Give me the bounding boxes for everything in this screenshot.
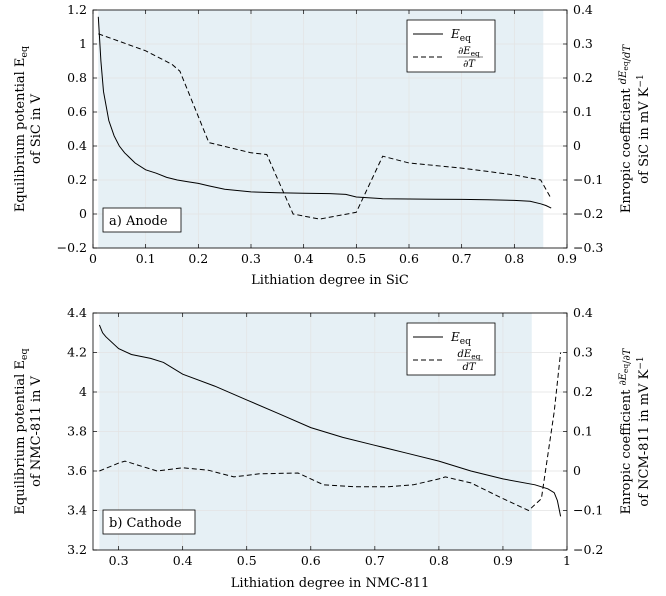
x-axis-label: Lithiation degree in NMC-811 bbox=[231, 576, 430, 591]
y-axis-label-line1: Equilibrium potential Eeq bbox=[13, 46, 30, 212]
x-tick-label: 0.5 bbox=[237, 553, 257, 568]
annotation-box bbox=[102, 509, 196, 535]
y2-tick-label: −0.1 bbox=[573, 503, 603, 518]
y-tick-label: 3.8 bbox=[67, 424, 87, 439]
y2-tick-label: −0.3 bbox=[573, 240, 603, 255]
x-tick-label: 0.6 bbox=[399, 251, 419, 266]
x-tick-label: 0.4 bbox=[173, 553, 193, 568]
x-tick-label: 0.8 bbox=[504, 251, 524, 266]
legend-label: Eeq bbox=[450, 330, 471, 347]
series-line-entropic-coefficient bbox=[99, 352, 562, 512]
x-tick-label: 0.9 bbox=[557, 251, 577, 266]
y-axis-label-line1: Equilibrium potential Eeq bbox=[13, 348, 30, 514]
annotation-box bbox=[102, 207, 182, 233]
series-line-entropic-coefficient bbox=[98, 33, 552, 220]
y-tick-label: 0.2 bbox=[67, 172, 87, 187]
y-tick-label: 4 bbox=[79, 384, 87, 399]
y2-tick-label: 0.3 bbox=[573, 36, 593, 51]
x-tick-label: 0.7 bbox=[452, 251, 472, 266]
y-tick-label: −0.2 bbox=[57, 240, 87, 255]
y2-axis-label-line1: Enropic coefficient ∂Eeq/∂T bbox=[618, 347, 634, 514]
legend-label-numerator: ∂Eeq bbox=[458, 46, 480, 58]
legend-box bbox=[406, 19, 496, 73]
y2-tick-label: 0 bbox=[573, 138, 581, 153]
x-tick-label: 0.5 bbox=[346, 251, 366, 266]
y-tick-label: 4.2 bbox=[67, 345, 87, 360]
y-tick-label: 1.2 bbox=[67, 2, 87, 17]
x-tick-label: 0.4 bbox=[294, 251, 314, 266]
y2-tick-label: −0.2 bbox=[573, 206, 603, 221]
y2-tick-label: 0.1 bbox=[573, 424, 593, 439]
y-tick-label: 3.6 bbox=[67, 463, 87, 478]
chart-panel-cathode: 0.3 0.4 0.5 0.6 0.7 0.8 0.9 1 3.2 3.4 3.6 3.8 4 4.2 4.… bbox=[13, 305, 652, 591]
legend-label-denominator: ∂T bbox=[463, 59, 476, 70]
y2-tick-label: 0 bbox=[573, 463, 581, 478]
x-axis-label: Lithiation degree in SiC bbox=[251, 273, 409, 288]
x-tick-label: 0.8 bbox=[429, 553, 449, 568]
x-tick-label: 0.1 bbox=[136, 251, 156, 266]
plot-frame bbox=[92, 9, 568, 249]
y2-tick-label: −0.1 bbox=[573, 172, 603, 187]
y-tick-label: 0 bbox=[79, 206, 87, 221]
legend-label: Eeq bbox=[450, 27, 471, 44]
panel-annotation: b) Cathode bbox=[102, 509, 196, 535]
y-tick-label: 0.4 bbox=[67, 138, 87, 153]
y2-axis-label-line2: of SiC in mV K−1 bbox=[636, 74, 652, 183]
legend-box bbox=[406, 322, 496, 376]
y2-tick-label: 0.3 bbox=[573, 345, 593, 360]
y-tick-label: 0.6 bbox=[67, 104, 87, 119]
y2-tick-label: 0.4 bbox=[573, 305, 593, 320]
y-tick-label: 4.4 bbox=[67, 305, 87, 320]
x-tick-label: 0.3 bbox=[109, 553, 129, 568]
x-tick-label: 0.7 bbox=[365, 553, 385, 568]
y-axis-label-line2: of SiC in V bbox=[29, 93, 44, 164]
series-line-equilibrium-potential bbox=[97, 16, 552, 209]
y-axis-label-line2: of NMC-811 in V bbox=[29, 375, 44, 486]
annotation-label: b) Cathode bbox=[109, 516, 182, 531]
y2-tick-label: 0.2 bbox=[573, 384, 593, 399]
x-tick-label: 0.2 bbox=[188, 251, 208, 266]
panel-annotation: a) Anode bbox=[102, 207, 182, 233]
legend-label-denominator: dT bbox=[462, 362, 476, 373]
y-tick-label: 1 bbox=[79, 36, 87, 51]
annotation-label: a) Anode bbox=[109, 214, 168, 229]
y-tick-label: 3.2 bbox=[67, 542, 87, 557]
y2-axis-label-line2: of NCM-811 in mV K−1 bbox=[636, 356, 652, 506]
y2-tick-label: 0.4 bbox=[573, 2, 593, 17]
x-tick-label: 0.6 bbox=[301, 553, 321, 568]
x-tick-label: 1 bbox=[563, 553, 571, 568]
x-tick-label: 0.3 bbox=[241, 251, 261, 266]
legend-label-numerator: dEeq bbox=[458, 349, 481, 361]
y2-axis-label-line1: Enropic coefficient dEeq/dT bbox=[618, 44, 634, 214]
y2-tick-label: −0.2 bbox=[573, 542, 603, 557]
x-tick-label: 0.9 bbox=[493, 553, 513, 568]
y-tick-label: 3.4 bbox=[67, 503, 87, 518]
y2-tick-label: 0.1 bbox=[573, 104, 593, 119]
legend: Eeq ∂Eeq∂T bbox=[406, 19, 496, 73]
chart-panel-anode: 0 0.1 0.2 0.3 0.4 0.5 0.6 0.7 0.8 0.9−0.200.20.40… bbox=[13, 2, 652, 288]
y2-tick-label: 0.2 bbox=[573, 70, 593, 85]
y-tick-label: 0.8 bbox=[67, 70, 87, 85]
x-tick-label: 0 bbox=[89, 251, 97, 266]
series-line-equilibrium-potential bbox=[98, 324, 562, 517]
